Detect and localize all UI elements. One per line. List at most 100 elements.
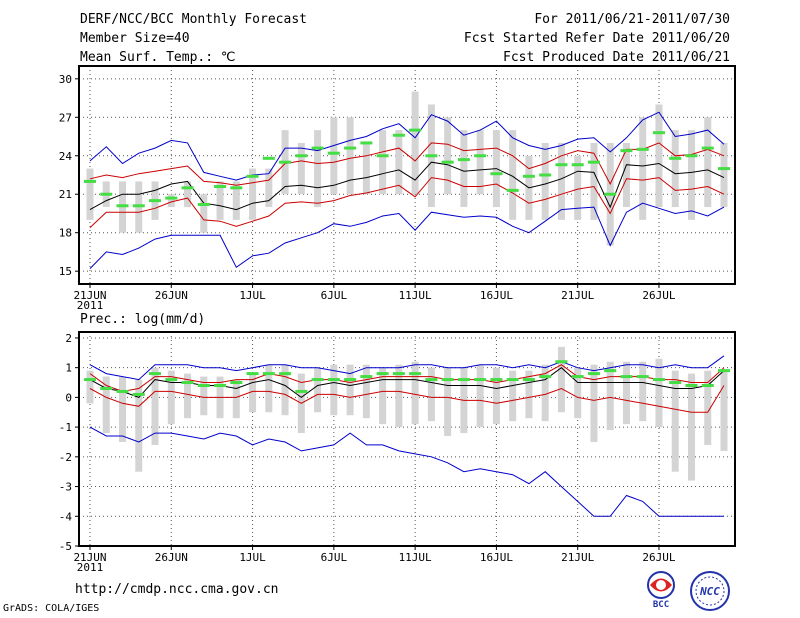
ncc-logo-text: NCC	[699, 585, 720, 598]
panel1-spread-box	[557, 142, 565, 220]
panel1-marker	[262, 156, 275, 160]
panel2-spread-box	[492, 367, 500, 425]
panel1-ytick-label: 21	[59, 188, 72, 201]
panel2-xtick-label: 6JUL	[321, 551, 348, 564]
panel1-marker	[718, 167, 730, 171]
panel1-ytick-label: 30	[59, 73, 72, 86]
panel1-ytick-label: 15	[59, 265, 72, 278]
panel2-marker	[685, 384, 698, 387]
panel2-marker	[539, 375, 552, 379]
grads-credit: GrADS: COLA/IGES	[3, 603, 100, 614]
panel2-spread-box	[509, 370, 517, 422]
ncc-logo: NCC	[686, 570, 734, 616]
panel2-marker	[392, 372, 405, 376]
panel2-ytick-label: 2	[65, 332, 72, 345]
panel2-spread-box	[232, 379, 240, 419]
panel2-line-max	[89, 355, 725, 381]
panel1-marker	[230, 186, 243, 190]
panel2-spread-box	[249, 373, 257, 413]
panel1-marker	[604, 192, 617, 196]
panel2-marker	[522, 378, 535, 382]
panel1-spread-box	[249, 168, 257, 220]
panel2-marker	[132, 392, 145, 396]
panel1-marker	[441, 160, 454, 164]
panel2-spread-box	[379, 367, 387, 425]
forecast-period: For 2011/06/21-2011/07/30	[534, 12, 730, 27]
panel1-marker	[376, 154, 389, 158]
panel1-spread-box	[622, 142, 630, 208]
panel1-ytick-label: 27	[59, 111, 72, 124]
panel1-spread-box	[86, 168, 94, 220]
panel2-marker	[506, 378, 519, 382]
panel2-marker	[587, 372, 600, 376]
panel2-marker	[100, 386, 113, 390]
panel1-line-upper	[89, 142, 725, 186]
panel1-xtick-label: 6JUL	[321, 289, 348, 302]
panel1-ytick-label: 24	[59, 150, 73, 163]
panel1-marker	[425, 154, 438, 158]
panel2-marker	[360, 375, 373, 379]
panel2-year-label: 2011	[77, 561, 104, 574]
source-url[interactable]: http://cmdp.ncc.cma.gov.cn	[75, 582, 279, 597]
panel2-ytick-label: -5	[59, 540, 72, 553]
panel1-spread-box	[476, 130, 484, 195]
panel1-frame	[78, 65, 736, 285]
panel1-spread-box	[265, 168, 273, 208]
panel1-xtick-label: 26JUN	[155, 289, 188, 302]
panel2-ytick-label: -4	[59, 510, 73, 523]
panel1-line-mean	[89, 161, 725, 211]
panel2-spread-box	[167, 370, 175, 425]
panel2-marker	[214, 384, 227, 387]
panel1-marker	[539, 173, 552, 177]
panel1-year-label: 2011	[77, 299, 104, 312]
panel2-spread-box	[574, 367, 582, 419]
panel1-spread-box	[655, 104, 663, 208]
panel2-ytick-label: 1	[65, 362, 72, 375]
panel2-marker	[279, 372, 292, 376]
panel2-marker	[246, 372, 259, 376]
panel2-spread-box	[525, 370, 533, 419]
panel1-spread-box	[509, 130, 517, 220]
panel2-spread-box	[184, 373, 192, 419]
panel2-spread-box	[541, 364, 549, 422]
panel1-marker	[246, 174, 259, 178]
panel1-marker	[84, 179, 96, 183]
panel2-spread-box	[444, 367, 452, 437]
panel2-xtick-label: 26JUN	[155, 551, 188, 564]
panel1-spread-box	[232, 181, 240, 220]
panel2-marker	[636, 375, 649, 379]
panel1-line-lower	[89, 177, 725, 228]
panel2-xtick-label: 21JUL	[561, 551, 594, 564]
panel1-spread-box	[330, 117, 338, 195]
panel2-spread-box	[119, 376, 127, 442]
panel1-xtick-label: 1JUL	[239, 289, 266, 302]
panel2-spread-box	[606, 361, 614, 431]
panel2-line-mean	[89, 367, 725, 399]
panel2-spread-box	[346, 364, 354, 416]
panel2-line-lower	[89, 385, 725, 413]
panel2-marker	[181, 381, 194, 385]
panel1-marker	[457, 158, 470, 162]
panel1-marker	[506, 188, 519, 192]
panel1-marker	[522, 174, 535, 178]
panel2-marker	[376, 372, 389, 376]
panel2-marker	[571, 375, 584, 379]
panel1-marker	[360, 141, 373, 145]
panel2-spread-box	[281, 364, 289, 416]
panel1-marker	[571, 163, 584, 167]
panel2-spread-box	[151, 367, 159, 445]
panel1-xtick-label: 26JUL	[642, 289, 675, 302]
panel2-spread-box	[427, 367, 435, 422]
panel2-xtick-label: 1JUL	[239, 551, 266, 564]
panel2-spread-box	[655, 358, 663, 428]
panel2-marker	[718, 369, 730, 373]
panel1-marker	[344, 146, 357, 150]
panel2-spread-box	[590, 364, 598, 442]
panel2-spread-box	[671, 370, 679, 472]
panel2-marker	[490, 378, 503, 382]
panel1-spread-box	[395, 130, 403, 195]
panel2-spread-box	[704, 370, 712, 445]
panel1-spread-box	[720, 142, 728, 208]
